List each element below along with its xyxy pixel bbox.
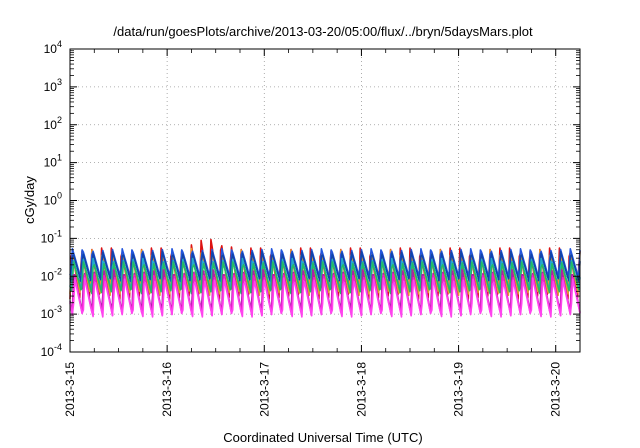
x-tick-label: 2013-3-17 bbox=[257, 362, 271, 417]
series-line-3 bbox=[69, 250, 581, 283]
y-tick-label: 10-3 bbox=[41, 304, 62, 321]
y-axis-title: cGy/day bbox=[22, 176, 37, 224]
y-tick-label: 103 bbox=[44, 77, 62, 94]
y-tick-label: 104 bbox=[44, 39, 62, 56]
y-tick-label: 101 bbox=[44, 153, 62, 170]
x-tick-label: 2013-3-19 bbox=[452, 362, 466, 417]
x-tick-label: 2013-3-18 bbox=[354, 362, 368, 417]
y-tick-label: 102 bbox=[44, 115, 62, 132]
x-axis-ticks: 2013-3-15 2013-3-16 2013-3-17 2013-3-18 2013… bbox=[63, 49, 563, 417]
x-tick-label: 2013-3-20 bbox=[549, 362, 563, 417]
y-axis-ticks: 10-4 10-3 10-2 10-1 100 101 102 103 104 bbox=[41, 39, 580, 359]
data-series bbox=[69, 238, 581, 318]
series-line-5 bbox=[69, 261, 581, 295]
x-tick-label: 2013-3-15 bbox=[63, 362, 77, 417]
series-line-8 bbox=[69, 277, 581, 318]
chart-title: /data/run/goesPlots/archive/2013-03-20/0… bbox=[113, 24, 533, 39]
y-tick-label: 10-4 bbox=[41, 342, 62, 359]
y-tick-label: 10-2 bbox=[41, 266, 62, 283]
y-tick-label: 10-1 bbox=[41, 228, 62, 245]
y-tick-label: 100 bbox=[44, 191, 62, 208]
x-axis-title: Coordinated Universal Time (UTC) bbox=[223, 430, 422, 445]
x-tick-label: 2013-3-16 bbox=[160, 362, 174, 417]
